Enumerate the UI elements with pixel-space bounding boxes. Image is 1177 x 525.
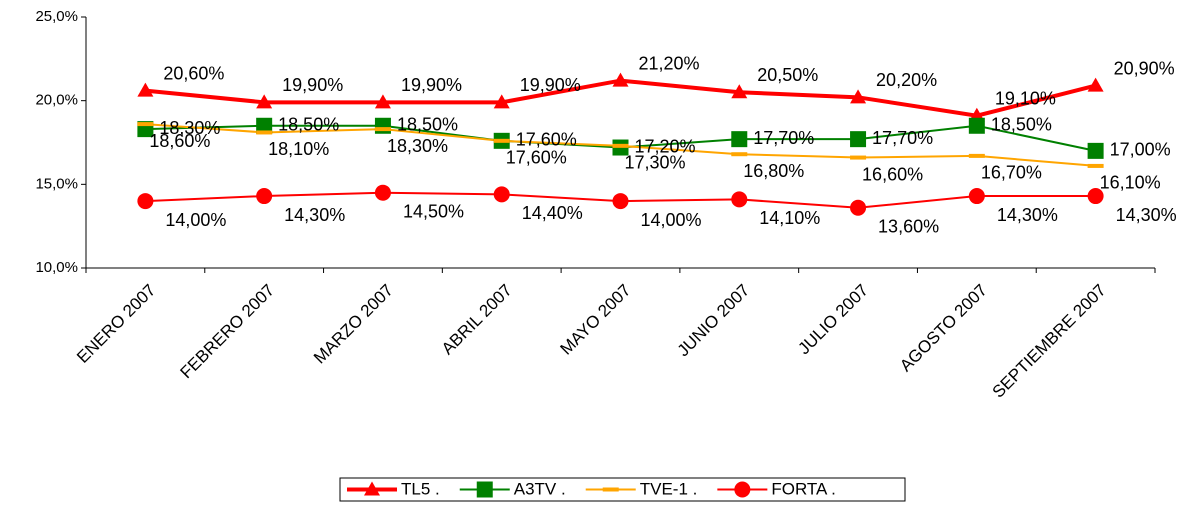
value-label: 14,10%	[759, 208, 820, 228]
legend-label: TVE-1 .	[640, 479, 698, 498]
y-tick-label: 25,0%	[35, 8, 78, 25]
marker	[364, 481, 380, 496]
value-label: 14,30%	[997, 205, 1058, 225]
marker	[374, 127, 391, 132]
marker	[731, 131, 748, 148]
marker	[968, 188, 985, 205]
y-tick-label: 15,0%	[35, 175, 78, 192]
value-label: 18,50%	[278, 115, 339, 135]
value-label: 14,30%	[1116, 205, 1177, 225]
value-label: 14,00%	[165, 210, 226, 230]
marker	[602, 487, 619, 492]
marker	[256, 94, 273, 109]
value-label: 19,90%	[282, 75, 343, 95]
x-tick-label: FEBRERO 2007	[177, 281, 279, 383]
marker	[968, 117, 985, 134]
value-label: 18,30%	[159, 118, 220, 138]
marker	[137, 193, 154, 210]
marker	[1087, 77, 1104, 92]
marker	[493, 94, 510, 109]
x-tick-label: AGOSTO 2007	[896, 281, 991, 376]
marker	[612, 72, 629, 87]
marker	[137, 122, 154, 127]
value-label: 16,80%	[743, 161, 804, 181]
marker	[850, 199, 867, 216]
value-label: 18,10%	[268, 139, 329, 159]
marker	[374, 117, 391, 134]
value-label: 17,30%	[625, 153, 686, 173]
marker	[256, 188, 273, 205]
y-tick-label: 20,0%	[35, 92, 78, 109]
marker	[1087, 188, 1104, 205]
value-label: 21,20%	[639, 53, 700, 73]
value-label: 20,90%	[1114, 58, 1175, 78]
marker	[374, 184, 391, 201]
value-label: 19,90%	[401, 75, 462, 95]
marker	[1087, 142, 1104, 159]
value-label: 16,10%	[1100, 173, 1161, 193]
marker	[850, 131, 867, 148]
value-label: 19,10%	[995, 88, 1056, 108]
marker	[1087, 163, 1104, 168]
marker	[374, 94, 391, 109]
x-tick-label: ENERO 2007	[73, 281, 159, 367]
marker	[734, 481, 751, 498]
y-tick-label: 10,0%	[35, 259, 78, 276]
marker	[850, 89, 867, 104]
marker	[731, 152, 748, 157]
x-tick-label: SEPTIEMBRE 2007	[989, 281, 1110, 402]
x-tick-label: JUNIO 2007	[674, 281, 754, 361]
value-label: 17,60%	[516, 130, 577, 150]
value-label: 18,50%	[397, 115, 458, 135]
marker	[493, 186, 510, 203]
value-label: 18,60%	[149, 131, 210, 151]
value-label: 20,60%	[163, 63, 224, 83]
value-label: 14,40%	[522, 203, 583, 223]
legend-label: FORTA .	[771, 479, 836, 498]
legend-label: A3TV .	[514, 479, 566, 498]
legend-label: TL5 .	[401, 479, 440, 498]
value-label: 14,00%	[641, 210, 702, 230]
value-label: 20,20%	[876, 70, 937, 90]
value-label: 19,90%	[520, 75, 581, 95]
value-label: 17,20%	[635, 136, 696, 156]
marker	[731, 84, 748, 99]
x-tick-label: MARZO 2007	[310, 281, 397, 368]
x-tick-label: MAYO 2007	[556, 281, 634, 359]
x-tick-label: ABRIL 2007	[438, 281, 516, 359]
value-label: 17,70%	[753, 128, 814, 148]
marker	[256, 130, 273, 135]
value-label: 20,50%	[757, 65, 818, 85]
value-label: 16,60%	[862, 164, 923, 184]
value-label: 16,70%	[981, 163, 1042, 183]
marker	[731, 191, 748, 208]
marker	[476, 481, 493, 498]
marker	[612, 143, 629, 148]
marker	[137, 82, 154, 97]
marker	[612, 193, 629, 210]
legend: TL5 . A3TV . TVE-1 . FORTA .	[339, 477, 906, 502]
value-label: 17,70%	[872, 128, 933, 148]
marker	[256, 117, 273, 134]
x-tick-label: JULIO 2007	[794, 281, 872, 359]
value-label: 18,50%	[991, 115, 1052, 135]
marker	[493, 138, 510, 143]
value-label: 14,50%	[403, 201, 464, 221]
marker	[850, 155, 867, 160]
value-label: 18,30%	[387, 136, 448, 156]
marker	[968, 153, 985, 158]
value-label: 17,00%	[1110, 140, 1171, 160]
value-label: 14,30%	[284, 205, 345, 225]
value-label: 17,60%	[506, 148, 567, 168]
value-label: 13,60%	[878, 217, 939, 237]
